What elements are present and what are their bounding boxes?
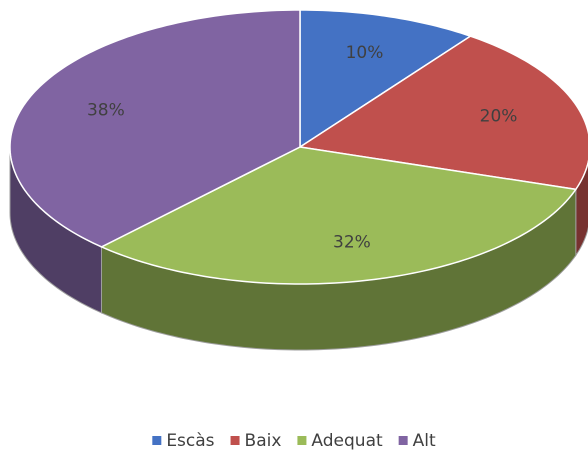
slice [299, 9, 473, 149]
legend-label: Alt [413, 431, 436, 451]
data-label: 32% [333, 233, 371, 253]
legend-item: Alt [398, 431, 436, 451]
legend-label: Baix [245, 431, 282, 451]
slice [99, 146, 578, 285]
pie-tops [9, 9, 588, 285]
legend-item: Adequat [297, 431, 383, 451]
data-label: 20% [480, 107, 518, 127]
data-labels: 10% 20% 32% 38% [87, 43, 518, 252]
legend-swatch [398, 436, 408, 445]
legend-swatch [230, 436, 240, 445]
legend-item: Baix [230, 431, 282, 451]
legend-swatch [152, 436, 162, 445]
legend-label: Adequat [311, 431, 383, 451]
data-label: 10% [346, 43, 384, 63]
data-label: 38% [87, 101, 125, 121]
legend-item: Escàs [152, 431, 215, 451]
legend-swatch [297, 436, 307, 445]
legend: Escàs Baix Adequat Alt [152, 431, 436, 451]
legend-label: Escàs [166, 431, 214, 451]
slice [9, 9, 301, 248]
